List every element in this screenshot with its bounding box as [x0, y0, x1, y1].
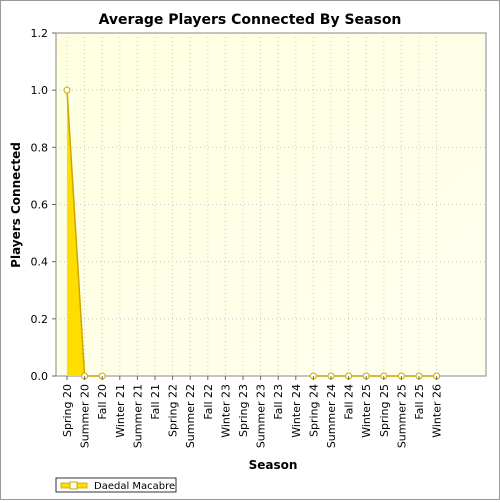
- series-area: [67, 90, 103, 377]
- y-axis-title: Players Connected: [9, 142, 23, 268]
- x-tick-label: Winter 24: [290, 384, 303, 438]
- x-tick-label: Summer 20: [79, 384, 92, 448]
- x-tick-label: Winter 23: [219, 384, 232, 438]
- x-tick-label: Spring 22: [167, 384, 180, 437]
- x-tick-label: Spring 24: [307, 384, 320, 437]
- x-tick-label: Summer 21: [131, 384, 144, 448]
- y-tick-label: 1.0: [31, 84, 49, 97]
- legend: Daedal Macabre: [55, 477, 177, 493]
- y-tick-label: 0.4: [31, 256, 49, 269]
- y-axis-ticks: 0.0 0.2 0.4 0.6 0.8 1.0 1.2: [31, 27, 56, 383]
- legend-marker: [69, 481, 78, 490]
- x-tick-label: Fall 21: [149, 384, 162, 420]
- data-point: [63, 86, 71, 94]
- y-tick-label: 0.2: [31, 313, 49, 326]
- plot-area: [55, 32, 487, 377]
- legend-box: [55, 477, 177, 493]
- x-tick-label: Fall 20: [96, 384, 109, 420]
- x-tick-label: Fall 24: [343, 384, 356, 420]
- x-tick-label: Winter 21: [114, 384, 127, 438]
- x-axis-title: Season: [249, 458, 298, 472]
- x-tick-label: Summer 24: [325, 384, 338, 448]
- legend-label: Daedal Macabre: [94, 481, 175, 492]
- x-tick-label: Spring 20: [61, 384, 74, 437]
- x-tick-label: Summer 25: [395, 384, 408, 448]
- x-tick-label: Summer 23: [255, 384, 268, 448]
- x-tick-label: Winter 26: [431, 384, 444, 438]
- x-tick-label: Fall 23: [272, 384, 285, 420]
- y-tick-label: 0.6: [31, 199, 49, 212]
- x-tick-label: Fall 22: [202, 384, 215, 420]
- x-tick-label: Spring 23: [237, 384, 250, 437]
- x-tick-label: Summer 22: [184, 384, 197, 448]
- y-tick-label: 0.0: [31, 370, 49, 383]
- x-tick-label: Winter 25: [360, 384, 373, 438]
- x-axis-ticks: Spring 20 Summer 20 Fall 20 Winter 21 Summer…: [61, 376, 444, 448]
- x-tick-label: Spring 25: [378, 384, 391, 437]
- x-tick-label: Fall 25: [413, 384, 426, 420]
- y-tick-label: 0.8: [31, 141, 49, 154]
- y-tick-label: 1.2: [31, 27, 49, 40]
- chart-title: Average Players Connected By Season: [99, 12, 402, 28]
